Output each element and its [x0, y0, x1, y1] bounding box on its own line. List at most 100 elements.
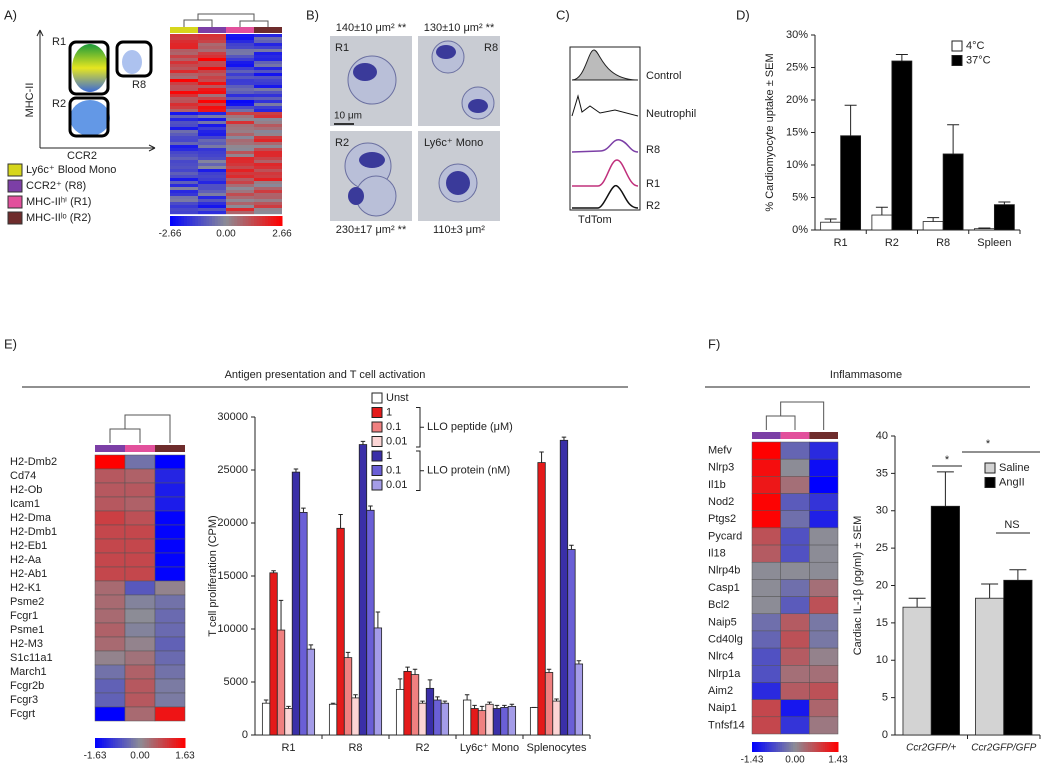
- row-label: Fcgrt: [10, 708, 35, 720]
- row-label: Fcgr3: [10, 694, 38, 706]
- heatmap-texture: [198, 205, 226, 209]
- heatmap-cell: [809, 510, 839, 529]
- heatmap-texture: [170, 88, 198, 92]
- bar: [574, 663, 584, 736]
- bar: [284, 708, 293, 736]
- colorbar-cell: [273, 216, 277, 226]
- legend-swatch: [371, 450, 383, 462]
- heatmap-texture: [226, 199, 254, 203]
- heatmap-texture: [170, 82, 198, 86]
- heatmap-texture: [254, 34, 282, 38]
- heatmap-texture: [198, 136, 226, 140]
- heatmap-texture: [254, 55, 282, 59]
- image-label: R2: [335, 137, 349, 149]
- heatmap-texture: [254, 178, 282, 182]
- heatmap-cell: [780, 613, 810, 632]
- colorbar-cell: [801, 742, 805, 752]
- heatmap-texture: [226, 211, 254, 215]
- bar: [343, 657, 353, 736]
- heatmap-cell: [751, 476, 781, 494]
- row-label: Nod2: [708, 496, 734, 508]
- panel-label: A): [4, 7, 17, 22]
- nucleus: [359, 152, 385, 168]
- significance-label: *: [986, 438, 991, 450]
- heatmap-cell: [809, 630, 839, 649]
- bar: [492, 708, 502, 736]
- heatmap-cell: [780, 458, 810, 477]
- heatmap-texture: [198, 121, 226, 125]
- colorbar-cell: [812, 742, 815, 752]
- heatmap-cell: [154, 692, 186, 708]
- colorbar-cell: [833, 742, 837, 752]
- colorbar-cell: [198, 216, 202, 226]
- colorbar-cell: [779, 742, 783, 752]
- heatmap-texture: [198, 172, 226, 176]
- heatmap-texture: [254, 109, 282, 113]
- heatmap-texture: [254, 190, 282, 194]
- row-label: Nlrp1a: [708, 668, 741, 680]
- heatmap-cell: [780, 527, 810, 546]
- colorbar-cell: [131, 738, 134, 748]
- legend-label: 1: [386, 450, 392, 462]
- heatmap-texture: [226, 97, 254, 101]
- trace: [571, 94, 639, 117]
- heatmap-texture: [226, 160, 254, 164]
- heatmap-texture: [198, 106, 226, 110]
- y-tick-label: 30: [876, 505, 888, 517]
- bar: [470, 708, 479, 736]
- row-label: Naip5: [708, 616, 737, 628]
- heatmap-texture: [226, 175, 254, 179]
- colorbar-cell: [835, 742, 839, 752]
- heatmap-texture: [254, 82, 282, 86]
- heatmap-texture: [254, 172, 282, 176]
- heatmap-texture: [226, 136, 254, 140]
- heatmap-texture: [226, 181, 254, 185]
- heatmap-texture: [198, 184, 226, 188]
- bar: [922, 221, 944, 231]
- heatmap-texture: [254, 151, 282, 155]
- error-bar: [1009, 569, 1027, 581]
- colorbar-cell: [825, 742, 828, 752]
- colorbar-label: -2.66: [159, 229, 182, 240]
- heatmap-cell: [751, 630, 781, 649]
- y-axis-label: T cell proliferation (CPM): [207, 515, 219, 636]
- heatmap-texture: [254, 43, 282, 47]
- error-bar: [397, 678, 403, 690]
- heatmap-texture: [254, 49, 282, 53]
- panel-label: E): [4, 336, 17, 351]
- heatmap-texture: [226, 64, 254, 68]
- heatmap-cell: [154, 510, 186, 526]
- bar: [485, 703, 494, 736]
- trace: [572, 159, 639, 187]
- heatmap-texture: [226, 49, 254, 53]
- bar: [930, 505, 960, 736]
- column-color: [254, 27, 282, 33]
- heatmap-texture: [254, 133, 282, 137]
- trace-label: Control: [646, 70, 681, 82]
- density: [72, 44, 108, 92]
- heatmap-texture: [254, 115, 282, 119]
- error-bar: [345, 651, 351, 658]
- bar: [261, 702, 271, 736]
- heatmap-texture: [170, 40, 198, 44]
- heatmap-cell: [751, 579, 781, 597]
- image-label: Ly6c⁺ Mono: [424, 137, 483, 149]
- micrographs: 10 μm R1 R8 R2 Ly6c⁺ Mono 140±10 μm² ** …: [330, 22, 500, 236]
- heatmap-texture: [170, 109, 198, 113]
- y-tick-label: 20000: [217, 517, 248, 529]
- heatmap-texture: [254, 100, 282, 104]
- bar: [507, 705, 517, 736]
- heatmap-texture: [198, 142, 226, 146]
- bar: [891, 60, 913, 231]
- heatmap-cell: [94, 692, 126, 708]
- heatmap-cell: [780, 476, 810, 494]
- heatmap-texture: [226, 91, 254, 95]
- heatmap-texture: [226, 112, 254, 116]
- colorbar-cell: [169, 738, 172, 748]
- heatmap-cell: [780, 647, 810, 666]
- colorbar-cell: [178, 216, 182, 226]
- significance-label: *: [945, 454, 950, 466]
- colorbar-cell: [200, 216, 205, 226]
- heatmap-texture: [170, 199, 198, 203]
- heatmap-texture: [254, 181, 282, 185]
